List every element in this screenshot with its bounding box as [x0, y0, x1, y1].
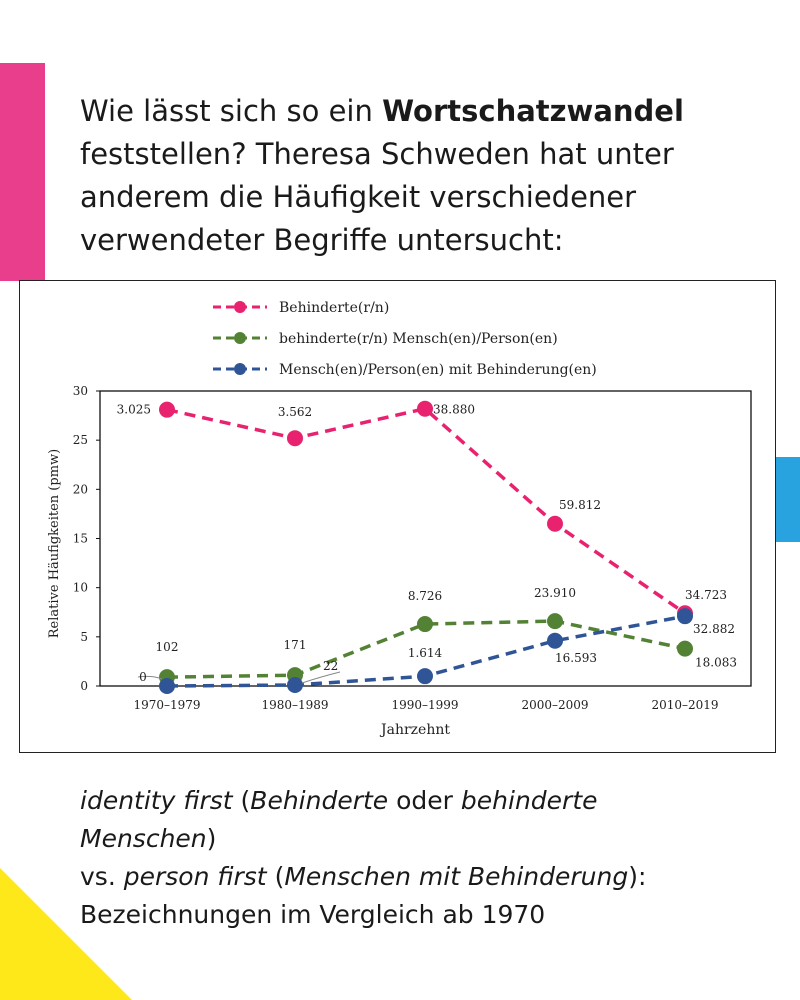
data-label: 34.723 [685, 588, 727, 602]
data-label: 38.880 [433, 403, 475, 417]
data-point [547, 613, 563, 630]
leader-line [301, 671, 341, 684]
data-point [287, 677, 303, 694]
caption-paren-open-2: ( [266, 862, 285, 891]
y-tick-label: 30 [73, 384, 88, 398]
line-chart: 0 5 10 15 20 25 30 1970–1979 1980–1989 1990–1999 2… [47, 300, 752, 738]
caption: identity first (Behinderte oder behinder… [80, 782, 740, 934]
caption-oder: oder [388, 786, 461, 815]
x-tick-label: 1980–1989 [261, 698, 328, 712]
y-tick-label: 5 [80, 630, 88, 644]
caption-paren-close: ) [206, 824, 217, 853]
headline-bold-term: Wortschatzwandel [382, 94, 684, 128]
y-axis-label: Relative Häufigkeiten (pmw) [47, 449, 62, 638]
caption-behinderte: Behinderte [250, 786, 389, 815]
data-label: 32.882 [693, 622, 735, 636]
legend-label: Behinderte(r/n) [279, 300, 389, 316]
x-axis-label: Jahrzehnt [379, 722, 450, 738]
data-label: 23.910 [534, 586, 576, 600]
y-tick-label: 25 [73, 433, 88, 447]
caption-behinderte-menschen: behinderte Menschen [80, 786, 598, 853]
series-line [166, 406, 686, 615]
x-tick-label: 2000–2009 [521, 698, 588, 712]
yellow-accent-triangle [0, 868, 132, 1000]
legend-label: Mensch(en)/Person(en) mit Behinderung(en… [279, 362, 597, 378]
data-point [417, 400, 433, 417]
data-label: 22 [323, 659, 338, 673]
data-label: 171 [284, 638, 307, 652]
series-line [166, 619, 686, 679]
caption-paren-open: ( [232, 786, 251, 815]
data-point [547, 632, 563, 649]
data-point [417, 616, 433, 633]
y-tick-label: 0 [80, 679, 88, 693]
data-label: 3.562 [278, 405, 312, 419]
x-tick-label: 1990–1999 [391, 698, 458, 712]
data-point [547, 515, 563, 532]
caption-vs: vs. [80, 862, 124, 891]
data-label: 3.025 [117, 403, 151, 417]
caption-paren-close-2: ): [628, 862, 647, 891]
y-tick-label: 10 [73, 581, 88, 595]
data-label: 18.083 [695, 656, 737, 670]
data-point [677, 640, 693, 657]
data-point [417, 668, 433, 685]
data-label: 1.614 [408, 646, 443, 660]
data-label: 102 [156, 640, 179, 654]
data-label: 59.812 [559, 498, 601, 512]
headline: Wie lässt sich so ein Wortschatzwandel f… [80, 90, 740, 262]
y-tick-label: 20 [73, 482, 88, 496]
data-label: 8.726 [408, 589, 442, 603]
legend-marker [234, 301, 246, 313]
data-point [287, 430, 303, 447]
plot-area [99, 390, 752, 687]
data-label: 16.593 [555, 651, 597, 665]
x-tick-label: 1970–1979 [133, 698, 200, 712]
headline-prefix: Wie lässt sich so ein [80, 94, 383, 128]
caption-menschen-mit-behinderung: Menschen mit Behinderung [284, 862, 629, 891]
data-label: 0 [139, 670, 147, 684]
legend-label: behinderte(r/n) Mensch(en)/Person(en) [279, 331, 558, 347]
y-tick-label: 15 [73, 532, 88, 546]
leader-line [137, 675, 163, 680]
headline-suffix: feststellen? Theresa Schweden hat unter … [80, 137, 674, 257]
data-point [159, 401, 175, 418]
pink-accent-bar [0, 63, 45, 281]
x-tick-label: 2010–2019 [651, 698, 718, 712]
legend-marker [234, 332, 246, 344]
caption-person-first: person first [123, 862, 267, 891]
chart-frame: 0 5 10 15 20 25 30 1970–1979 1980–1989 1990–1999 2… [19, 280, 776, 753]
legend-marker [234, 363, 246, 375]
data-point [677, 608, 693, 625]
data-point [159, 678, 175, 694]
caption-identity-first: identity first [80, 786, 233, 815]
caption-line3: Bezeichnungen im Vergleich ab 1970 [80, 900, 546, 929]
